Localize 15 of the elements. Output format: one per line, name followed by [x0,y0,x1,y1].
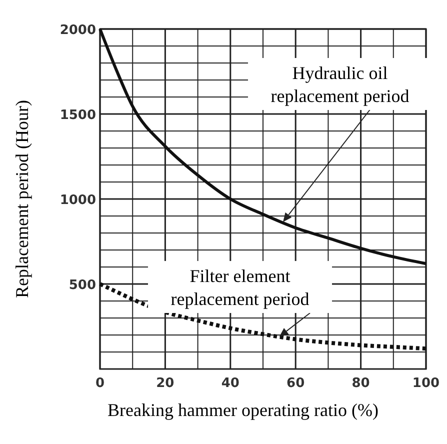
x-axis-title: Breaking hammer operating ratio (%) [108,400,378,420]
y-tick-label: 2000 [60,23,96,38]
y-tick-label: 1000 [60,193,96,208]
annotation: Hydraulic oil replacement period [270,63,410,106]
x-tick-label: 40 [221,376,240,391]
y-axis-title: Replacement period (Hour) [12,100,32,298]
x-tick-label: 60 [286,376,305,391]
line-series [98,282,428,351]
annotation: Filter element replacement period [170,266,310,309]
y-tick-label: 1500 [60,108,96,123]
x-tick-label: 0 [95,376,105,391]
x-tick-label: 100 [412,376,440,391]
y-tick-label: 500 [68,278,96,293]
x-tick-label: 20 [156,376,174,391]
x-tick-label: 80 [352,376,370,391]
